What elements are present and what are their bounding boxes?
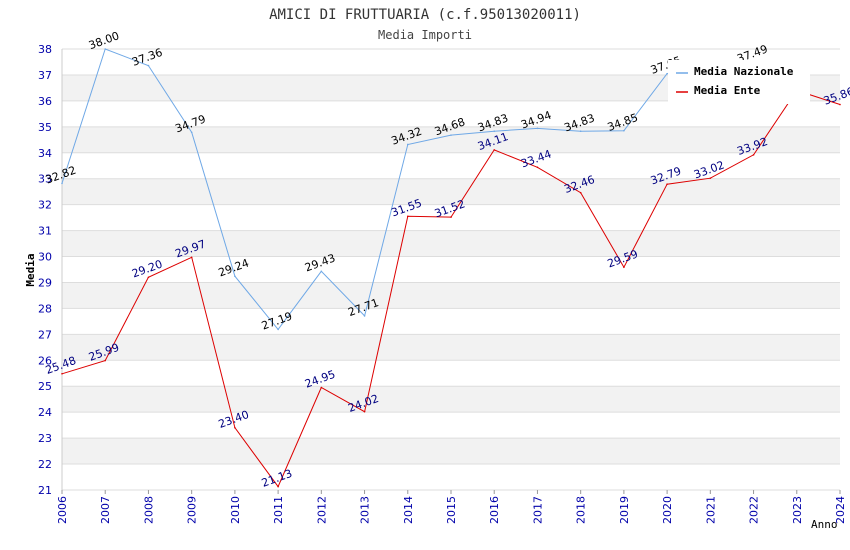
grid-band [62, 152, 840, 179]
data-point [536, 166, 539, 169]
grid-band [62, 126, 840, 153]
data-point [104, 48, 107, 50]
data-point [61, 372, 63, 375]
y-tick-label: 37 [38, 69, 52, 82]
y-tick-label: 32 [38, 199, 52, 212]
y-axis-label: Media [24, 253, 37, 286]
y-tick-label: 22 [38, 458, 52, 471]
y-tick-label: 36 [38, 95, 52, 108]
grid-band [62, 256, 840, 283]
x-tick-label: 2010 [229, 496, 242, 524]
grid-band [62, 178, 840, 205]
y-tick-label: 23 [38, 432, 52, 445]
chart-title: AMICI DI FRUTTUARIA (c.f.95013020011) [269, 7, 581, 23]
data-point [320, 270, 323, 273]
data-point [234, 426, 236, 429]
x-tick-label: 2015 [445, 496, 458, 524]
x-axis: 2006 2007 2008 2009 2010 2011 2012 2013 2014 2015… [56, 490, 847, 524]
grid-band [62, 282, 840, 309]
data-point [709, 177, 712, 179]
data-point [234, 275, 236, 278]
data-point [190, 256, 193, 259]
y-tick-label: 33 [38, 173, 52, 186]
y-tick-label: 27 [38, 328, 52, 341]
x-tick-label: 2009 [186, 496, 199, 524]
x-tick-label: 2013 [359, 496, 372, 524]
grid-band [62, 308, 840, 335]
data-point [450, 216, 452, 218]
x-tick-label: 2018 [575, 496, 588, 524]
data-point [623, 129, 625, 132]
x-tick-label: 2024 [834, 496, 847, 524]
grid-band [62, 334, 840, 361]
y-axis: 21 22 23 24 25 26 27 28 29 30 31 32 33 34 35 36 37 38 [38, 43, 63, 497]
x-tick-label: 2017 [531, 496, 544, 524]
data-point [450, 134, 452, 136]
x-axis-label: Anno [811, 518, 838, 531]
data-point [752, 154, 755, 156]
legend-background [668, 60, 810, 104]
data-point [579, 191, 582, 194]
x-tick-label: 2011 [272, 496, 285, 524]
data-point [666, 183, 668, 185]
data-point [363, 315, 366, 317]
y-tick-label: 24 [38, 406, 52, 419]
data-point [190, 131, 193, 134]
x-tick-label: 2014 [402, 496, 415, 524]
y-tick-label: 31 [38, 225, 52, 238]
grid-band [62, 412, 840, 439]
data-point [277, 328, 279, 331]
grid-band [62, 100, 840, 127]
y-tick-label: 38 [38, 43, 52, 56]
y-tick-label: 30 [38, 251, 52, 264]
y-tick-label: 21 [38, 484, 52, 497]
data-point [147, 64, 150, 67]
series-line-0 [61, 48, 754, 331]
data-point [320, 386, 323, 389]
y-tick-label: 35 [38, 121, 52, 134]
data-point [536, 127, 539, 130]
data-point [147, 276, 150, 279]
grid-band [62, 464, 840, 490]
y-tick-label: 28 [38, 302, 52, 315]
data-point [579, 130, 582, 133]
x-tick-label: 2019 [618, 496, 631, 524]
y-tick-label: 29 [38, 276, 52, 289]
x-tick-label: 2016 [488, 496, 501, 524]
data-point [839, 103, 841, 106]
chart-subtitle: Media Importi [378, 28, 472, 42]
grid-band [62, 360, 840, 387]
data-point [277, 485, 279, 488]
legend-label-media-ente: Media Ente [694, 84, 761, 97]
legend-label-media-nazionale: Media Nazionale [694, 65, 794, 78]
grid-bands [62, 48, 840, 491]
grid-band [62, 386, 840, 413]
x-tick-label: 2022 [748, 496, 761, 524]
grid-band [62, 438, 840, 465]
x-tick-label: 2007 [99, 496, 112, 524]
grid-band [62, 230, 840, 257]
x-tick-label: 2012 [315, 496, 328, 524]
data-point [363, 410, 366, 413]
data-point [406, 143, 409, 146]
y-tick-label: 26 [38, 354, 52, 367]
legend: Media Nazionale Media Ente [668, 60, 810, 104]
data-point [406, 215, 409, 218]
data-point [666, 72, 668, 75]
data-point [61, 182, 63, 185]
data-point [493, 149, 496, 151]
x-tick-label: 2020 [661, 496, 674, 524]
x-tick-label: 2008 [142, 496, 155, 524]
x-tick-label: 2021 [704, 496, 717, 524]
data-point [493, 130, 496, 133]
x-tick-label: 2006 [56, 496, 69, 524]
y-tick-label: 34 [38, 147, 52, 160]
series-lines [61, 48, 841, 488]
data-point [623, 266, 625, 268]
data-point [104, 359, 107, 362]
y-tick-label: 25 [38, 380, 52, 393]
x-tick-label: 2023 [791, 496, 804, 524]
